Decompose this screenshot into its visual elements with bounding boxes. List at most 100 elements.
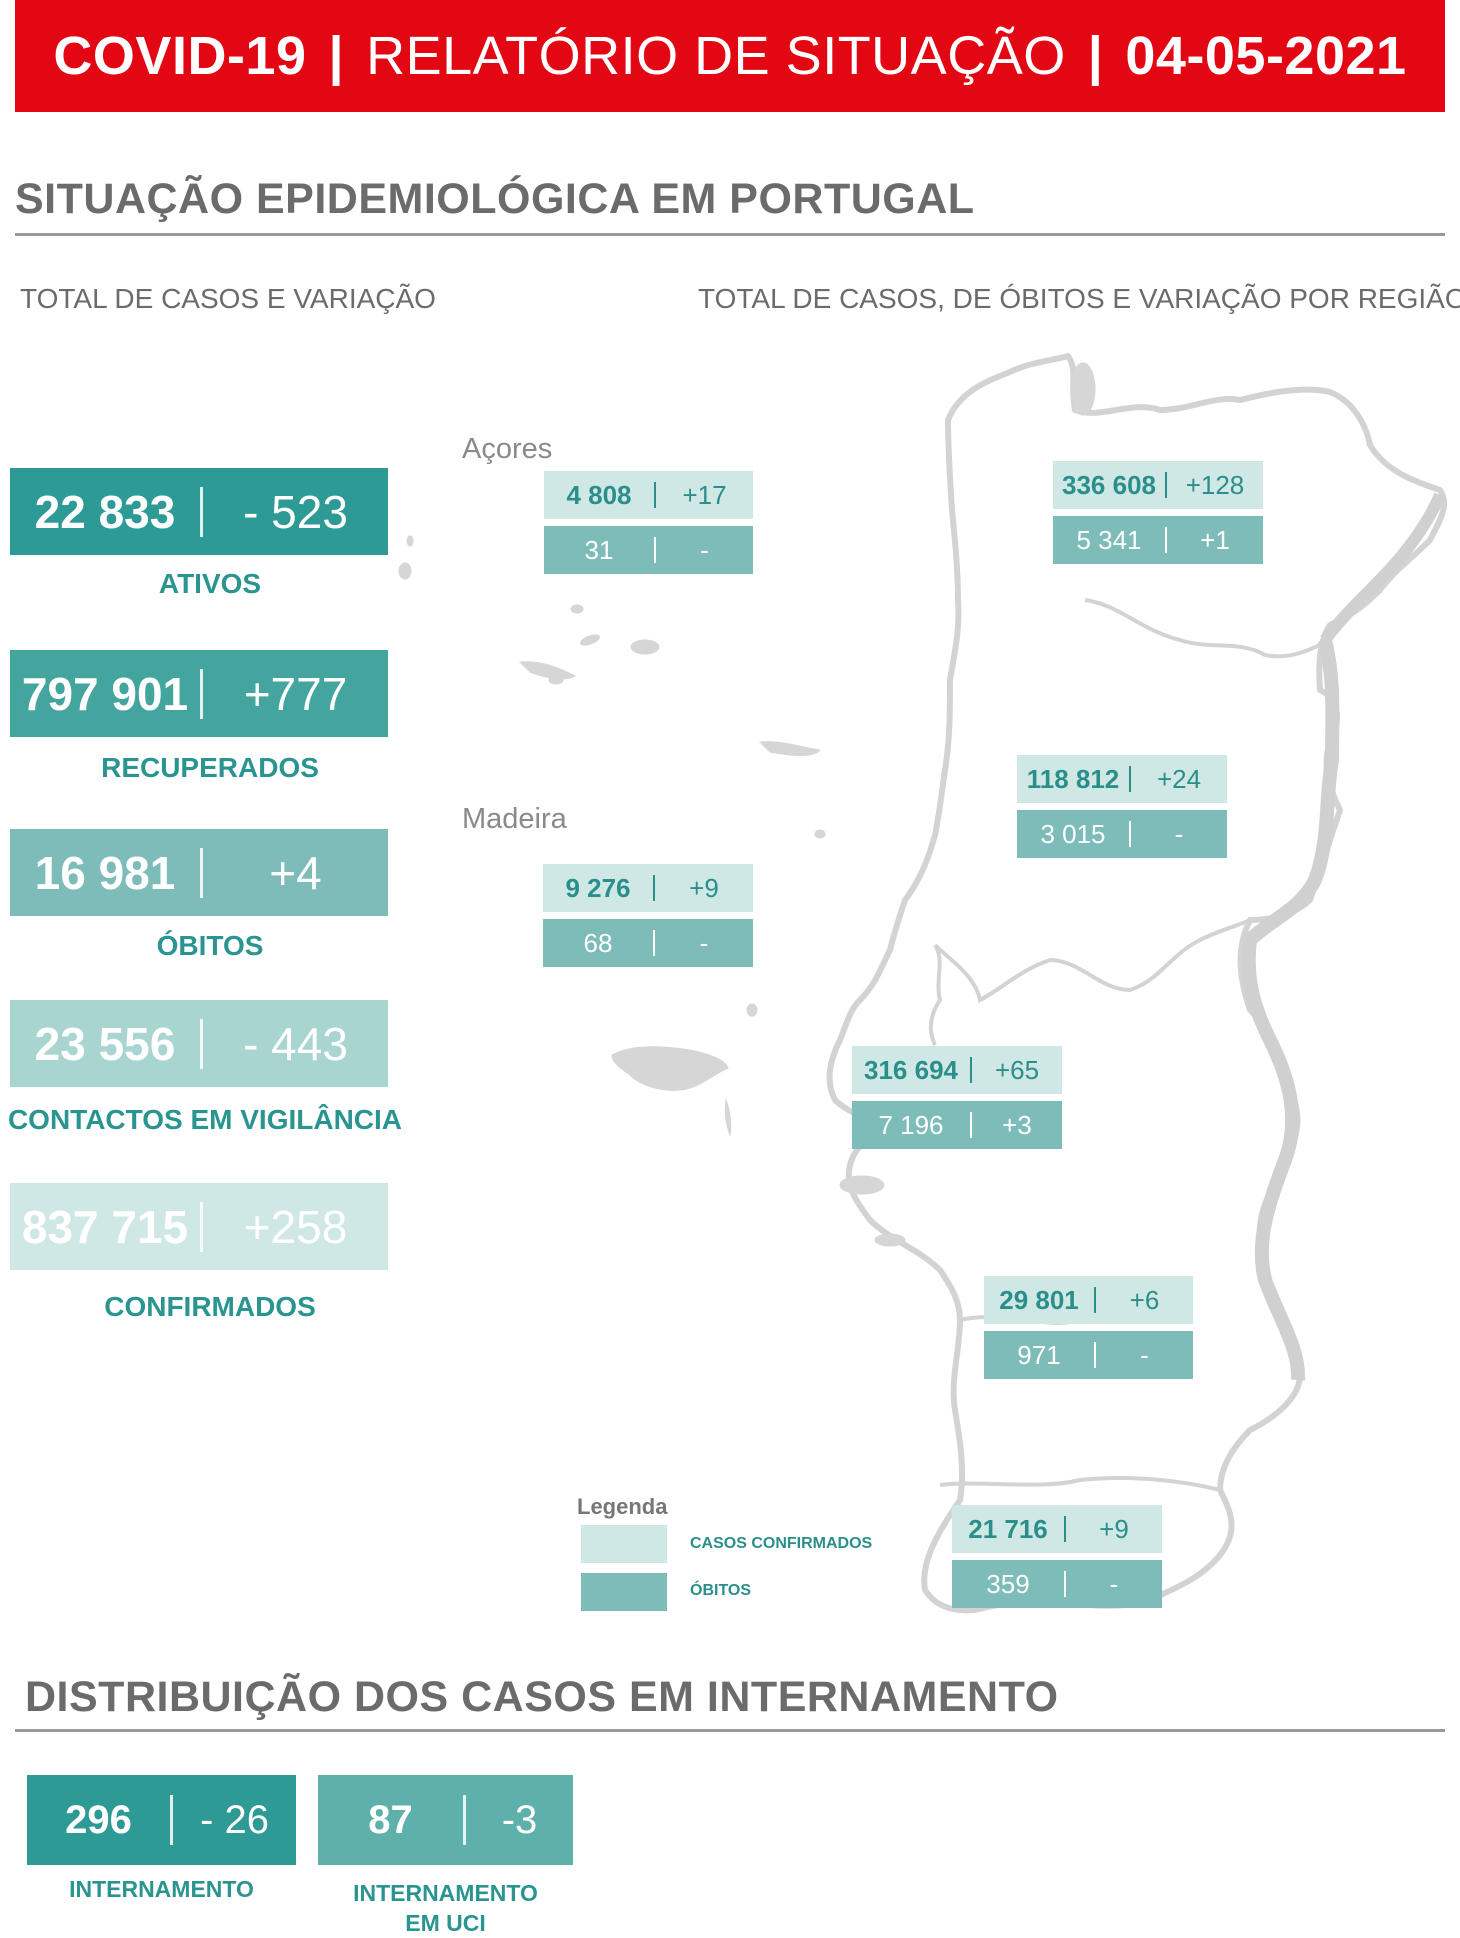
region-center-cases: 118 812 +24 xyxy=(1017,755,1227,803)
region-divider xyxy=(1094,1287,1096,1313)
azores-island xyxy=(548,675,564,685)
region-north-deaths: 5 341 +1 xyxy=(1053,516,1263,564)
azores-island xyxy=(580,634,600,646)
stat-recovered-label: RECUPERADOS xyxy=(101,752,319,783)
stat-contacts-label: CONTACTOS EM VIGILÂNCIA xyxy=(7,1104,403,1135)
stat-contacts-variation: - 443 xyxy=(243,1017,348,1070)
report-header: COVID-19 | RELATÓRIO DE SITUAÇÃO | 04-05… xyxy=(15,0,1445,112)
region-madeira-deaths: 68 - xyxy=(543,919,753,967)
region-cases-variation: +128 xyxy=(1185,469,1245,500)
stat-recovered-value: 797 901 xyxy=(21,667,189,720)
region-deaths-value: 5 341 xyxy=(1076,524,1142,555)
region-cases-variation: +65 xyxy=(994,1054,1040,1085)
region-cases-variation: +24 xyxy=(1156,763,1202,794)
region-divider xyxy=(1129,766,1131,792)
region-center-deaths: 3 015 - xyxy=(1017,810,1227,858)
region-border xyxy=(1084,598,1331,659)
legend-label-deaths: ÓBITOS xyxy=(690,1582,752,1599)
stat-divider xyxy=(200,1201,203,1252)
region-lisbon-cases: 316 694 +65 xyxy=(852,1046,1062,1094)
stat-divider xyxy=(200,486,203,537)
region-divider xyxy=(654,482,656,508)
region-divider xyxy=(970,1057,972,1083)
header-title-covid: COVID-19 xyxy=(53,26,307,86)
region-cases-value: 29 801 xyxy=(999,1284,1079,1315)
estuary xyxy=(874,1233,906,1247)
region-divider xyxy=(1165,527,1167,553)
subtitle-total-cases: TOTAL DE CASOS E VARIAÇÃO xyxy=(20,283,436,314)
region-deaths-variation: +1 xyxy=(1200,524,1230,555)
region-deaths-value: 31 xyxy=(584,534,614,565)
stat-icu-variation: -3 xyxy=(501,1797,538,1842)
stat-divider xyxy=(463,1795,466,1845)
region-divider xyxy=(1129,821,1131,847)
stat-active-label: ATIVOS xyxy=(158,568,262,599)
stat-divider xyxy=(170,1795,173,1845)
stat-deaths-value: 16 981 xyxy=(34,846,176,899)
region-deaths-value: 7 196 xyxy=(878,1109,944,1140)
map-label-madeira: Madeira xyxy=(462,803,567,835)
madeira-island xyxy=(724,1098,732,1137)
azores-island xyxy=(518,661,577,680)
stat-confirmed-value: 837 715 xyxy=(21,1200,189,1253)
region-divider xyxy=(653,875,655,901)
azores-island xyxy=(758,741,821,756)
region-cases-variation: +9 xyxy=(689,872,719,903)
region-deaths-variation: - xyxy=(700,534,709,565)
region-cases-value: 336 608 xyxy=(1062,469,1156,500)
region-azores-deaths: 31 - xyxy=(544,526,753,574)
stat-hospitalized-value: 296 xyxy=(65,1797,132,1842)
region-deaths-variation: - xyxy=(1140,1339,1149,1370)
region-cases-variation: +6 xyxy=(1129,1284,1160,1315)
region-deaths-variation: +3 xyxy=(1002,1109,1032,1140)
region-deaths-variation: - xyxy=(1109,1568,1119,1599)
stat-hospitalized-label: INTERNAMENTO xyxy=(69,1876,254,1902)
region-azores-cases: 4 808 +17 xyxy=(544,471,753,519)
region-deaths-value: 971 xyxy=(1017,1339,1061,1370)
legend-swatch-deaths xyxy=(581,1573,667,1611)
region-deaths-value: 359 xyxy=(986,1568,1030,1599)
region-divider xyxy=(1165,472,1167,498)
stat-confirmed-variation: +258 xyxy=(243,1200,348,1253)
header-separator: | xyxy=(1087,26,1104,86)
azores-island xyxy=(570,604,584,614)
region-cases-value: 4 808 xyxy=(566,479,632,510)
section-divider xyxy=(15,1729,1445,1732)
region-algarve-deaths: 359 - xyxy=(952,1560,1162,1608)
stat-active: 22 833 - 523 xyxy=(10,468,388,555)
stat-recovered: 797 901 +777 xyxy=(10,650,388,737)
region-divider xyxy=(970,1112,972,1138)
stat-deaths: 16 981 +4 xyxy=(10,829,388,916)
section-title-hospitalization: DISTRIBUIÇÃO DOS CASOS EM INTERNAMENTO xyxy=(25,1673,1059,1721)
stat-deaths-variation: +4 xyxy=(269,846,322,899)
stat-contacts: 23 556 - 443 xyxy=(10,1000,388,1087)
region-alentejo-deaths: 971 - xyxy=(984,1331,1193,1379)
stat-divider xyxy=(200,847,203,898)
region-divider xyxy=(1064,1516,1066,1542)
region-divider xyxy=(1064,1571,1066,1597)
region-border xyxy=(928,943,943,1046)
stat-recovered-variation: +777 xyxy=(243,667,348,720)
region-alentejo-cases: 29 801 +6 xyxy=(984,1276,1193,1324)
map-label-azores: Açores xyxy=(462,433,553,465)
header-date: 04-05-2021 xyxy=(1125,26,1407,86)
stat-deaths-label: ÓBITOS xyxy=(156,930,264,961)
estuary xyxy=(839,1175,885,1195)
region-border xyxy=(933,918,1251,1003)
stat-active-variation: - 523 xyxy=(243,485,348,538)
region-divider xyxy=(1094,1342,1096,1368)
region-cases-value: 9 276 xyxy=(565,872,631,903)
stat-icu-value: 87 xyxy=(368,1797,413,1842)
madeira-island xyxy=(611,1046,729,1091)
region-algarve-cases: 21 716 +9 xyxy=(952,1505,1162,1553)
mainland-outline xyxy=(826,353,1448,1614)
region-cases-value: 21 716 xyxy=(968,1513,1048,1544)
azores-island xyxy=(398,562,412,580)
madeira-island xyxy=(746,1003,758,1017)
header-title-report: RELATÓRIO DE SITUAÇÃO xyxy=(366,26,1066,86)
azores-island xyxy=(630,639,660,655)
region-madeira-cases: 9 276 +9 xyxy=(543,864,753,912)
region-north-cases: 336 608 +128 xyxy=(1053,461,1263,509)
azores-island xyxy=(814,829,826,839)
